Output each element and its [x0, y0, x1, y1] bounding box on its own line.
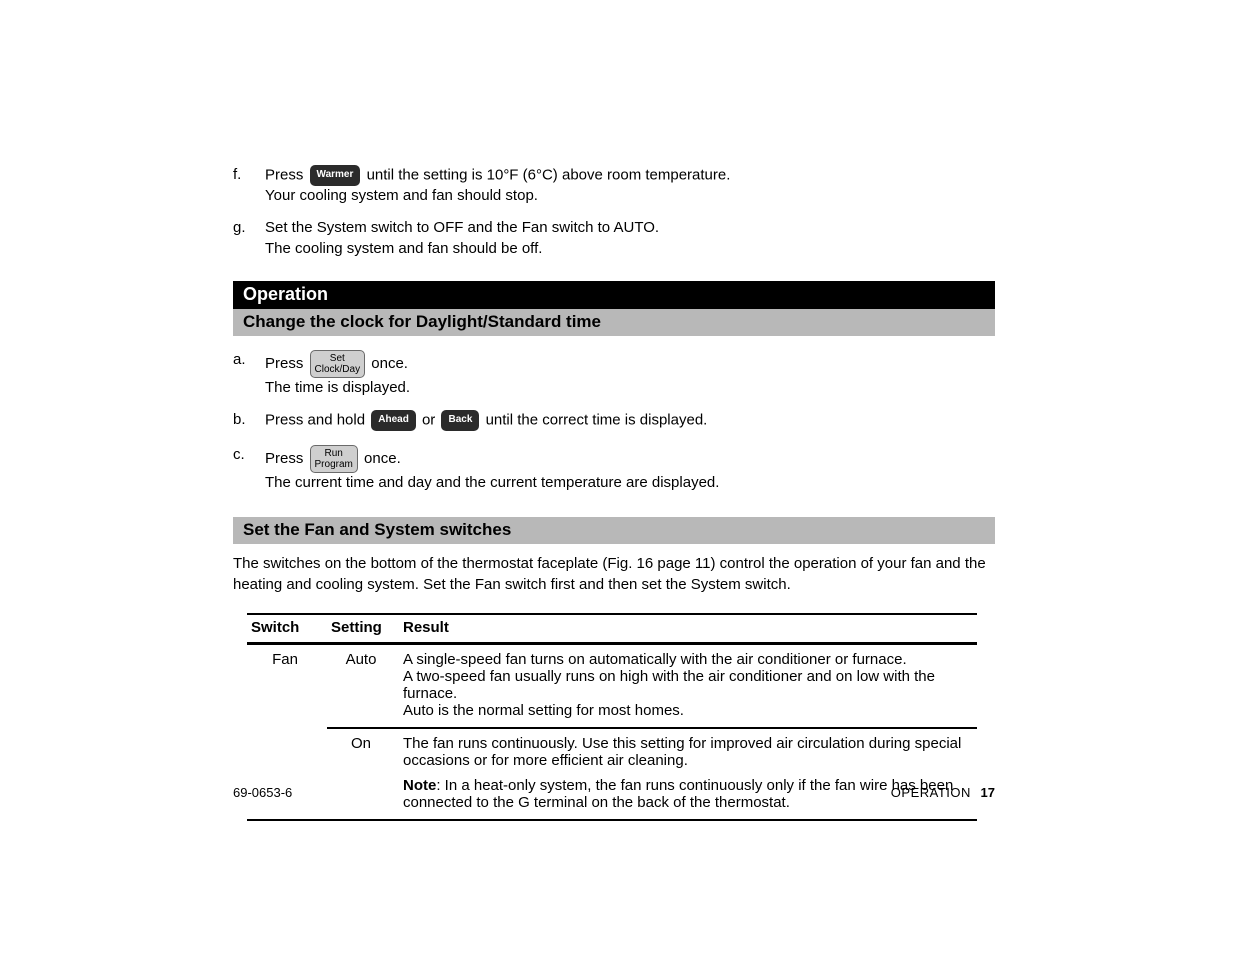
step-text: Your cooling system and fan should stop.: [265, 187, 538, 204]
cell-setting: Auto: [327, 643, 399, 728]
footer-right: OPERATION 17: [891, 785, 995, 800]
step-letter: b.: [233, 410, 265, 430]
cell-result: A single-speed fan turns on automaticall…: [399, 643, 977, 728]
warmer-button-icon: Warmer: [310, 165, 361, 186]
step-text: once.: [364, 450, 401, 467]
step-text: Press and hold: [265, 411, 369, 428]
page-content: f. Press Warmer until the setting is 10°…: [233, 165, 995, 821]
col-header-result: Result: [399, 614, 977, 644]
result-line: A single-speed fan turns on automaticall…: [403, 651, 907, 668]
step-text: The current time and day and the current…: [265, 474, 719, 491]
step-body: Press Warmer until the setting is 10°F (…: [265, 165, 995, 206]
step-c: c. Press Run Program once. The current t…: [233, 445, 995, 493]
back-button-icon: Back: [441, 410, 479, 431]
clock-subheading: Change the clock for Daylight/Standard t…: [233, 309, 995, 336]
footer-section: OPERATION: [891, 785, 971, 800]
footer-doc-number: 69-0653-6: [233, 785, 292, 800]
page-footer: 69-0653-6 OPERATION 17: [233, 785, 995, 800]
button-line1: Set: [330, 353, 345, 364]
button-line1: Run: [325, 448, 343, 459]
step-text: once.: [371, 355, 408, 372]
footer-page-number: 17: [981, 785, 995, 800]
cell-switch: [247, 728, 327, 820]
document-page: f. Press Warmer until the setting is 10°…: [0, 0, 1235, 954]
step-letter: g.: [233, 218, 265, 238]
step-text: The cooling system and fan should be off…: [265, 240, 542, 257]
step-body: Set the System switch to OFF and the Fan…: [265, 218, 995, 259]
top-step-list: f. Press Warmer until the setting is 10°…: [233, 165, 995, 259]
step-b: b. Press and hold Ahead or Back until th…: [233, 410, 995, 431]
run-program-button-icon: Run Program: [310, 445, 358, 473]
cell-setting: On: [327, 728, 399, 820]
result-line: Auto is the normal setting for most home…: [403, 702, 684, 719]
clock-step-list: a. Press Set Clock/Day once. The time is…: [233, 350, 995, 494]
step-body: Press Run Program once. The current time…: [265, 445, 995, 493]
table-header-row: Switch Setting Result: [247, 614, 977, 644]
table-row: Fan Auto A single-speed fan turns on aut…: [247, 643, 977, 728]
step-body: Press Set Clock/Day once. The time is di…: [265, 350, 995, 398]
step-text: Press: [265, 166, 308, 183]
step-a: a. Press Set Clock/Day once. The time is…: [233, 350, 995, 398]
step-body: Press and hold Ahead or Back until the c…: [265, 410, 995, 431]
result-line: A two-speed fan usually runs on high wit…: [403, 668, 935, 702]
set-clock-day-button-icon: Set Clock/Day: [310, 350, 366, 378]
operation-heading: Operation: [233, 281, 995, 309]
fan-subheading: Set the Fan and System switches: [233, 517, 995, 544]
step-text: Press: [265, 355, 308, 372]
step-text: Set the System switch to OFF and the Fan…: [265, 219, 659, 236]
result-line: The fan runs continuously. Use this sett…: [403, 735, 961, 769]
button-line2: Program: [315, 459, 353, 470]
step-text: or: [422, 411, 440, 428]
step-text: Press: [265, 450, 308, 467]
table-row: On The fan runs continuously. Use this s…: [247, 728, 977, 820]
cell-result: The fan runs continuously. Use this sett…: [399, 728, 977, 820]
col-header-setting: Setting: [327, 614, 399, 644]
step-g: g. Set the System switch to OFF and the …: [233, 218, 995, 259]
step-f: f. Press Warmer until the setting is 10°…: [233, 165, 995, 206]
step-letter: f.: [233, 165, 265, 185]
button-line2: Clock/Day: [315, 364, 361, 375]
col-header-switch: Switch: [247, 614, 327, 644]
step-letter: c.: [233, 445, 265, 465]
cell-switch: Fan: [247, 643, 327, 728]
step-text: until the setting is 10°F (6°C) above ro…: [367, 166, 731, 183]
fan-intro-text: The switches on the bottom of the thermo…: [233, 554, 995, 595]
step-text: until the correct time is displayed.: [486, 411, 708, 428]
ahead-button-icon: Ahead: [371, 410, 416, 431]
step-letter: a.: [233, 350, 265, 370]
step-text: The time is displayed.: [265, 379, 410, 396]
